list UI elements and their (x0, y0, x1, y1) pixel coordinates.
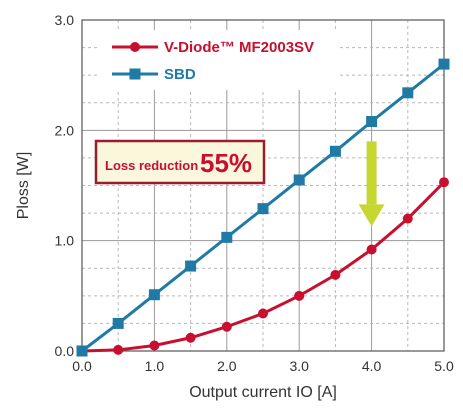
y-tick-label: 1.0 (55, 233, 75, 249)
x-tick-label: 2.0 (217, 358, 237, 374)
data-point (113, 344, 124, 355)
x-tick-label: 1.0 (145, 358, 165, 374)
callout-box (94, 139, 266, 185)
data-point (257, 203, 269, 215)
legend-marker (130, 42, 140, 52)
data-point (402, 213, 413, 224)
data-point (439, 177, 449, 188)
data-point (366, 244, 377, 255)
arrow-shaft (366, 141, 377, 205)
loss-reduction-annotation: Loss reduction 55% (94, 139, 385, 227)
data-point (366, 116, 378, 128)
y-tick-label: 3.0 (55, 12, 75, 28)
data-point (148, 289, 160, 301)
x-tick-label: 0.0 (72, 358, 92, 374)
callout-value: 55% (200, 148, 252, 178)
data-point (185, 332, 196, 343)
data-point (329, 145, 341, 157)
arrow-head (358, 204, 385, 227)
data-point (293, 174, 305, 186)
data-point (330, 269, 341, 280)
data-point (402, 87, 414, 99)
legend-label: SBD (164, 66, 196, 83)
y-tick-label: 0.0 (55, 343, 75, 359)
data-point (221, 321, 232, 332)
series-sbd (76, 58, 450, 357)
data-point (149, 340, 160, 351)
data-point (76, 345, 88, 357)
data-point (258, 308, 268, 319)
x-tick-label: 3.0 (289, 358, 309, 374)
series-lines (76, 58, 450, 357)
tick-labels: 0.0 1.0 2.0 3.0 4.0 5.0 0.0 1.0 2.0 3.0 (55, 12, 454, 374)
data-point (112, 317, 124, 329)
legend-marker (129, 68, 141, 80)
data-point (294, 290, 305, 301)
callout-label: Loss reduction (105, 158, 198, 173)
series-v-diode (77, 177, 449, 356)
y-tick-label: 2.0 (55, 122, 75, 138)
legend: V-Diode™ MF2003SV SBD (100, 30, 338, 90)
data-point (438, 58, 450, 70)
data-point (221, 231, 233, 243)
legend-box (100, 30, 338, 90)
data-point (185, 260, 197, 272)
y-axis-title: Ploss [W] (15, 152, 32, 220)
x-tick-label: 5.0 (434, 358, 454, 374)
x-axis-title: Output current IO [A] (189, 384, 337, 401)
legend-label: V-Diode™ MF2003SV (164, 39, 314, 56)
x-tick-label: 4.0 (362, 358, 382, 374)
